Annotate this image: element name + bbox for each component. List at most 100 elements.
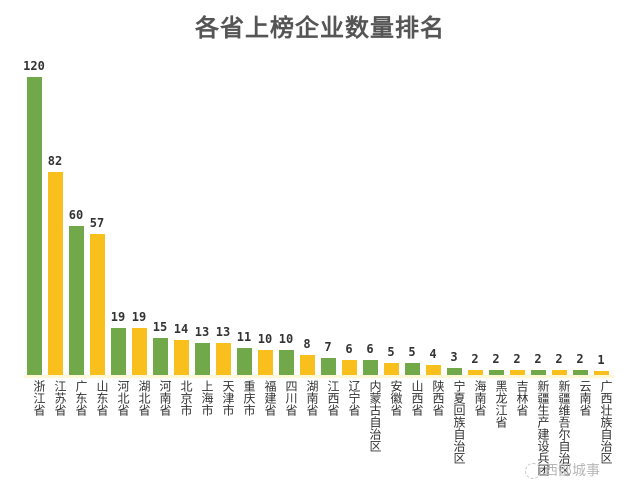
bar-value-label: 2 <box>492 352 500 367</box>
bar-group: 2 <box>486 352 507 375</box>
bar-group: 82 <box>45 154 66 375</box>
x-tick-label: 重庆市 <box>242 380 256 416</box>
bar <box>552 370 567 375</box>
bar <box>111 327 126 375</box>
bar <box>363 360 378 375</box>
bar <box>321 357 336 375</box>
watermark-text: 西部城事 <box>544 463 600 479</box>
bar-value-label: 2 <box>576 352 584 367</box>
bar-value-label: 2 <box>555 352 563 367</box>
bar-value-label: 7 <box>324 339 332 354</box>
bar <box>132 327 147 375</box>
watermark: 西部城事 <box>525 460 600 480</box>
x-tick-label: 天津市 <box>221 380 235 416</box>
bar <box>489 370 504 375</box>
x-tick-label: 广东省 <box>74 380 88 416</box>
bar <box>90 233 105 375</box>
bar-group: 6 <box>360 342 381 375</box>
x-tick-label: 辽宁省 <box>347 380 361 416</box>
bar-value-label: 1 <box>597 353 605 367</box>
bar <box>27 77 42 375</box>
x-tick-label: 新疆生产建设兵团 <box>536 380 550 476</box>
bar-value-label: 2 <box>534 352 542 367</box>
bar <box>468 370 483 375</box>
bar-value-label: 120 <box>23 59 45 74</box>
wechat-icon <box>525 463 541 479</box>
bar <box>405 362 420 375</box>
bar <box>426 365 441 375</box>
bar-value-label: 11 <box>236 329 252 344</box>
bar-value-label: 15 <box>152 319 168 334</box>
x-tick-label: 湖南省 <box>305 380 319 416</box>
bar-group: 1 <box>591 353 612 375</box>
bar <box>384 362 399 375</box>
bar-group: 6 <box>339 342 360 375</box>
x-tick-label: 江西省 <box>326 380 340 416</box>
bar-group: 8 <box>297 337 318 375</box>
bar-value-label: 5 <box>387 344 395 359</box>
bar-value-label: 10 <box>278 332 294 347</box>
bar-value-label: 14 <box>173 322 189 337</box>
x-tick-label: 广西壮族自治区 <box>599 380 613 464</box>
bar-value-label: 19 <box>131 309 147 324</box>
bar-group: 7 <box>318 340 339 375</box>
bar-group: 19 <box>108 310 129 375</box>
bar-group: 13 <box>213 325 234 375</box>
bar <box>447 367 462 375</box>
bar-group: 4 <box>423 347 444 375</box>
x-tick-label: 山东省 <box>95 380 109 416</box>
bar-value-label: 82 <box>47 153 63 168</box>
x-axis-baseline <box>24 375 614 378</box>
bar <box>531 370 546 375</box>
bar <box>594 371 609 375</box>
bar-group: 5 <box>381 345 402 375</box>
x-tick-label: 福建省 <box>263 380 277 416</box>
x-tick-label: 河北省 <box>116 380 130 416</box>
x-tick-label: 江苏省 <box>53 380 67 416</box>
bar-value-label: 4 <box>429 347 437 362</box>
bar-group: 2 <box>570 352 591 375</box>
bar-group: 2 <box>528 352 549 375</box>
bar <box>195 342 210 375</box>
bar-group: 19 <box>129 310 150 375</box>
x-tick-label: 黑龙江省 <box>494 380 508 428</box>
bar <box>258 350 273 375</box>
bar <box>174 340 189 375</box>
x-tick-label: 宁夏回族自治区 <box>452 380 466 464</box>
bar-value-label: 2 <box>471 352 479 367</box>
bar-group: 15 <box>150 320 171 375</box>
bar <box>510 370 525 375</box>
bar-group: 11 <box>234 330 255 375</box>
bar-group: 120 <box>23 59 45 375</box>
bar-value-label: 5 <box>408 344 416 359</box>
x-tick-label: 河南省 <box>158 380 172 416</box>
bar-value-label: 10 <box>257 332 273 347</box>
bar-value-label: 57 <box>89 215 105 230</box>
x-tick-label: 安徽省 <box>389 380 403 416</box>
bar-group: 2 <box>465 352 486 375</box>
bar-group: 5 <box>402 345 423 375</box>
bar-group: 2 <box>549 352 570 375</box>
bar-group: 10 <box>276 332 297 375</box>
x-tick-label: 四川省 <box>284 380 298 416</box>
bar <box>573 370 588 375</box>
bar-group: 14 <box>171 322 192 375</box>
bar <box>279 350 294 375</box>
bar-group: 57 <box>87 216 108 375</box>
bar-value-label: 8 <box>303 337 311 352</box>
x-tick-label: 云南省 <box>578 380 592 416</box>
bar <box>300 355 315 375</box>
bar <box>216 342 231 375</box>
bar-group: 10 <box>255 332 276 375</box>
bar-value-label: 13 <box>215 324 231 339</box>
x-tick-label: 浙江省 <box>32 380 46 416</box>
bar-value-label: 3 <box>450 349 458 364</box>
bar-group: 60 <box>66 208 87 375</box>
bar-value-label: 2 <box>513 352 521 367</box>
x-tick-label: 内蒙古自治区 <box>368 380 382 452</box>
bar <box>153 337 168 375</box>
x-tick-label: 上海市 <box>200 380 214 416</box>
bar-value-label: 6 <box>345 342 353 357</box>
x-tick-label: 新疆维吾尔自治区 <box>557 380 571 476</box>
